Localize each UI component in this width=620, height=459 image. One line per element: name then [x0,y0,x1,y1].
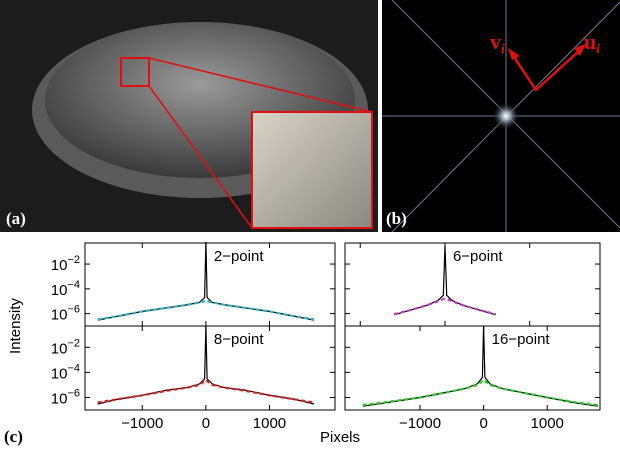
y-tick-label: 10−4 [51,279,80,299]
x-tick-label: 1000 [531,415,564,432]
data-line [363,326,598,406]
data-line [98,326,314,404]
y-tick-exponent: −2 [67,254,80,266]
panel-annotation: 6−point [453,248,503,265]
data-line [363,380,598,405]
y-tick-exponent: −6 [67,387,80,399]
y-tick-base: 10 [51,365,68,382]
figure: (a) vi ui (b) (c) Pixels Intensity 10−21… [0,0,620,454]
x-tick-label: 1000 [253,415,286,432]
data-line [98,242,314,320]
y-tick-label: 10−4 [51,362,80,382]
y-tick-label: 10−6 [51,387,80,407]
y-tick-base: 10 [51,282,68,299]
y-axis-label: Intensity [7,298,24,354]
panel-annotation: 2−point [214,248,264,265]
y-tick-base: 10 [51,340,68,357]
data-line [98,380,314,403]
plot-frame [85,326,335,410]
data-line [394,299,496,315]
y-tick-base: 10 [51,307,68,324]
panel-label: (b) [386,209,407,228]
x-tick-label: −1000 [399,415,441,432]
panel-label: (c) [4,427,23,446]
y-tick-exponent: −4 [67,279,80,291]
plot-frame [345,326,600,410]
y-tick-label: 10−2 [51,337,80,357]
photo-b: vi ui (b) [382,0,620,232]
x-axis-label: Pixels [320,429,360,446]
x-tick-label: −1000 [121,415,163,432]
y-tick-exponent: −6 [67,304,80,316]
y-tick-base: 10 [51,257,68,274]
panel-annotation: 16−point [492,331,551,348]
x-tick-label: 0 [479,415,487,432]
y-tick-label: 10−2 [51,254,80,274]
y-tick-base: 10 [51,390,68,407]
y-tick-exponent: −2 [67,337,80,349]
x-tick-label: 0 [202,415,210,432]
y-tick-exponent: −4 [67,362,80,374]
data-line [98,300,314,319]
plot-frame [85,243,335,326]
panel-label: (a) [6,209,26,228]
y-tick-label: 10−6 [51,304,80,324]
photo-a: (a) [0,0,378,232]
panel-annotation: 8−point [214,331,264,348]
